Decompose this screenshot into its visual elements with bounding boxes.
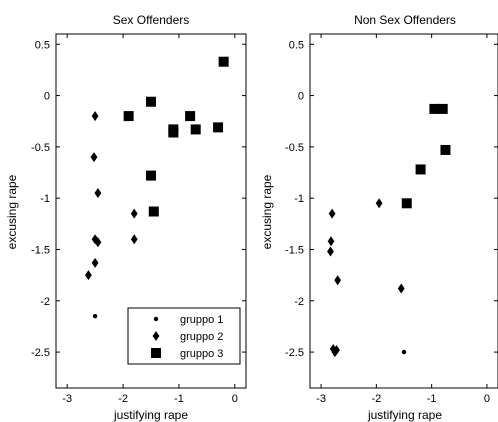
data-point [218,56,229,67]
data-point [401,198,412,209]
y-tick-label: -1 [40,193,50,205]
data-point [94,237,102,248]
x-tick-label: -2 [118,393,128,405]
data-point [429,103,440,114]
data-point [90,152,98,163]
series-gruppo-3 [123,56,229,217]
y-tick-label: -2 [40,296,50,308]
plot-frame [55,33,247,389]
y-tick-label: -1.5 [31,244,50,256]
chart-title: Non Sex Offenders [354,13,456,27]
x-tick-label: -3 [316,393,326,405]
data-point [130,208,138,219]
y-tick-label: -0.5 [285,142,304,154]
legend: gruppo 1 gruppo 2 gruppo 3 [127,307,241,365]
data-point [123,111,134,122]
y-tick-label: -2 [294,296,304,308]
x-axis-label: justifying rape [113,408,188,422]
data-point [91,257,99,268]
data-point [437,103,448,114]
y-tick-label: 0 [44,91,50,103]
legend-marker [151,348,161,358]
legend-marker [153,316,159,322]
data-point [328,208,336,219]
series-gruppo-2 [85,111,138,281]
x-tick-label: 0 [484,393,490,405]
data-point [94,188,102,199]
data-point [92,313,98,319]
x-tick-label: -3 [62,393,72,405]
data-point [415,164,426,175]
legend-label: gruppo 3 [180,348,223,360]
series-gruppo-3 [401,103,451,209]
plot-frame [309,33,498,389]
y-tick-label: 0.5 [289,39,304,51]
x-axis-label: justifying rape [367,408,442,422]
data-point [327,246,334,257]
data-point [334,275,342,286]
data-point [190,124,201,135]
y-tick-label: -0.5 [31,142,50,154]
y-axis-label: excusing rape [260,174,274,249]
series-gruppo-1 [92,313,98,319]
panel-sex-offenders: Sex Offenders justifying rape excusing r… [5,13,247,422]
series-gruppo-2 [327,198,405,358]
data-point [185,111,196,122]
data-point [85,270,92,281]
data-point [440,144,451,155]
data-point [333,345,340,356]
y-tick-label: -1 [294,193,304,205]
data-point [146,170,156,181]
x-tick-label: 0 [232,393,238,405]
y-tick-label: -1.5 [285,244,304,256]
panel-non-sex-offenders: Non Sex Offenders justifying rape excusi… [260,13,498,422]
legend-label: gruppo 1 [180,314,223,326]
y-tick-label: 0 [298,91,304,103]
chart-title: Sex Offenders [113,13,190,27]
data-point [401,349,407,355]
data-point [130,234,138,245]
data-point [327,236,335,247]
y-tick-label: -2.5 [285,347,304,359]
data-point [148,206,159,217]
legend-label: gruppo 2 [180,331,223,343]
y-axis-label: excusing rape [5,174,19,249]
data-point [91,111,99,122]
data-point [397,283,405,294]
data-point [375,198,383,209]
y-tick-label: 0.5 [35,39,50,51]
x-tick-label: -1 [427,393,437,405]
series-gruppo-1 [401,349,407,355]
legend-marker [152,331,160,341]
x-tick-label: -1 [174,393,184,405]
x-tick-label: -2 [371,393,381,405]
y-tick-label: -2.5 [31,347,50,359]
data-point [168,127,179,138]
data-point [146,96,156,107]
data-point [213,122,224,133]
